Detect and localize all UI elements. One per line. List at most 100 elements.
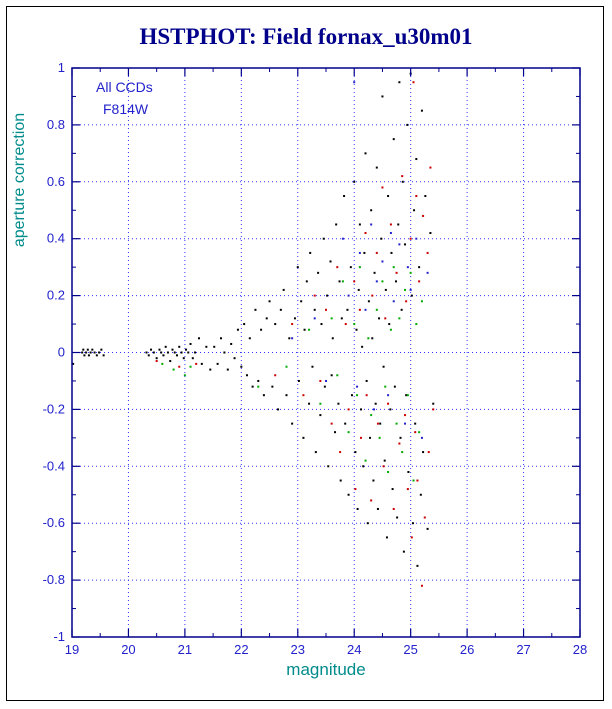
scatter-point-ccd-red	[330, 422, 333, 425]
scatter-point-ccd-black	[308, 402, 311, 405]
scatter-point-ccd-black	[362, 465, 365, 468]
scatter-point-ccd-green	[367, 337, 370, 340]
scatter-point-ccd-black	[415, 158, 418, 161]
scatter-point-ccd-black	[251, 385, 254, 388]
scatter-point-ccd-black	[380, 237, 383, 240]
scatter-point-ccd-black	[401, 180, 404, 183]
scatter-point-ccd-black	[311, 365, 314, 368]
scatter-point-ccd-black	[300, 300, 303, 303]
scatter-point-ccd-blue	[415, 237, 418, 240]
scatter-point-ccd-blue	[389, 232, 392, 235]
scatter-point-ccd-red	[401, 175, 404, 178]
scatter-point-ccd-black	[411, 522, 414, 525]
scatter-point-ccd-black	[166, 351, 169, 354]
scatter-point-ccd-red	[155, 360, 158, 363]
scatter-point-ccd-black	[404, 243, 407, 246]
scatter-point-ccd-black	[302, 436, 305, 439]
scatter-point-ccd-blue	[375, 280, 378, 283]
scatter-point-ccd-black	[93, 351, 96, 354]
scatter-point-ccd-red	[325, 308, 327, 311]
scatter-point-ccd-red	[359, 436, 362, 439]
scatter-point-ccd-red	[415, 195, 418, 198]
scatter-point-ccd-green	[378, 436, 381, 439]
scatter-point-ccd-black	[344, 422, 347, 425]
scatter-point-ccd-red	[405, 300, 408, 303]
scatter-point-ccd-black	[216, 362, 219, 365]
scatter-point-ccd-red	[423, 516, 426, 519]
scatter-point-ccd-black	[426, 527, 429, 530]
scatter-point-ccd-blue	[392, 300, 395, 303]
scatter-point-ccd-red	[429, 166, 432, 169]
scatter-point-ccd-black	[382, 365, 385, 368]
scatter-point-ccd-black	[410, 294, 413, 297]
scatter-point-ccd-black	[327, 465, 330, 468]
y-tick-label: 0.6	[47, 174, 65, 189]
scatter-point-ccd-blue	[325, 379, 327, 382]
scatter-point-ccd-black	[189, 342, 192, 345]
scatter-point-ccd-black	[319, 414, 322, 417]
x-tick-label: 24	[347, 642, 361, 657]
scatter-point-ccd-green	[358, 266, 361, 269]
y-axis-label: aperture correction	[11, 113, 28, 247]
scatter-point-ccd-red	[382, 465, 385, 468]
scatter-point-ccd-blue	[404, 422, 407, 425]
y-tick-label: -1	[53, 629, 65, 644]
scatter-point-ccd-red	[409, 237, 412, 240]
scatter-point-ccd-blue	[364, 308, 367, 311]
scatter-point-ccd-green	[336, 374, 339, 377]
scatter-point-ccd-green	[381, 280, 384, 283]
scatter-point-ccd-black	[213, 345, 216, 348]
scatter-point-ccd-black	[89, 351, 92, 354]
scatter-point-ccd-black	[254, 308, 257, 311]
scatter-point-ccd-black	[169, 360, 172, 363]
scatter-point-ccd-red	[422, 214, 425, 217]
x-tick-label: 25	[403, 642, 417, 657]
scatter-point-ccd-black	[358, 223, 361, 226]
scatter-point-ccd-black	[390, 251, 393, 254]
scatter-point-ccd-green	[384, 385, 387, 388]
scatter-point-ccd-green	[406, 394, 409, 397]
scatter-point-ccd-black	[86, 348, 89, 351]
scatter-point-ccd-green	[172, 368, 175, 371]
scatter-point-ccd-blue	[341, 237, 344, 240]
scatter-point-ccd-black	[257, 379, 260, 382]
scatter-point-ccd-black	[322, 237, 325, 240]
scatter-point-ccd-black	[372, 479, 375, 482]
scatter-point-ccd-black	[226, 368, 229, 371]
scatter-point-ccd-black	[198, 337, 200, 340]
scatter-point-ccd-red	[416, 479, 419, 482]
scatter-point-ccd-red	[426, 251, 429, 254]
scatter-point-ccd-blue	[381, 260, 384, 263]
scatter-point-ccd-green	[257, 385, 260, 388]
scatter-point-ccd-black	[262, 394, 265, 397]
scatter-point-ccd-red	[406, 488, 409, 491]
scatter-point-ccd-black	[356, 507, 359, 510]
scatter-point-ccd-black	[233, 357, 236, 360]
scatter-point-ccd-green	[285, 365, 288, 368]
scatter-point-ccd-black	[389, 408, 392, 411]
scatter-point-ccd-black	[91, 348, 94, 351]
scatter-point-ccd-black	[364, 152, 367, 155]
scatter-point-ccd-red	[364, 232, 367, 235]
y-tick-label: 1	[58, 60, 65, 75]
scatter-point-ccd-red	[353, 280, 356, 283]
scatter-point-ccd-black	[402, 550, 405, 553]
scatter-point-ccd-black	[160, 351, 163, 354]
scatter-point-ccd-black	[326, 294, 329, 297]
scatter-point-ccd-black	[369, 436, 372, 439]
scatter-point-ccd-black	[309, 251, 312, 254]
scatter-point-ccd-black	[347, 493, 350, 496]
scatter-point-ccd-black	[414, 422, 417, 425]
scatter-point-ccd-black	[171, 348, 174, 351]
scatter-point-ccd-red	[376, 422, 379, 425]
scatter-point-ccd-black	[83, 354, 86, 357]
scatter-point-ccd-black	[349, 266, 352, 269]
scatter-point-ccd-black	[381, 95, 384, 98]
scatter-point-ccd-blue	[409, 288, 412, 291]
scatter-point-ccd-blue	[398, 243, 401, 246]
scatter-point-ccd-green	[398, 317, 401, 320]
scatter-point-ccd-black	[240, 365, 243, 368]
scatter-point-ccd-black	[419, 493, 422, 496]
scatter-point-ccd-black	[243, 323, 246, 326]
scatter-point-ccd-blue	[353, 81, 356, 84]
